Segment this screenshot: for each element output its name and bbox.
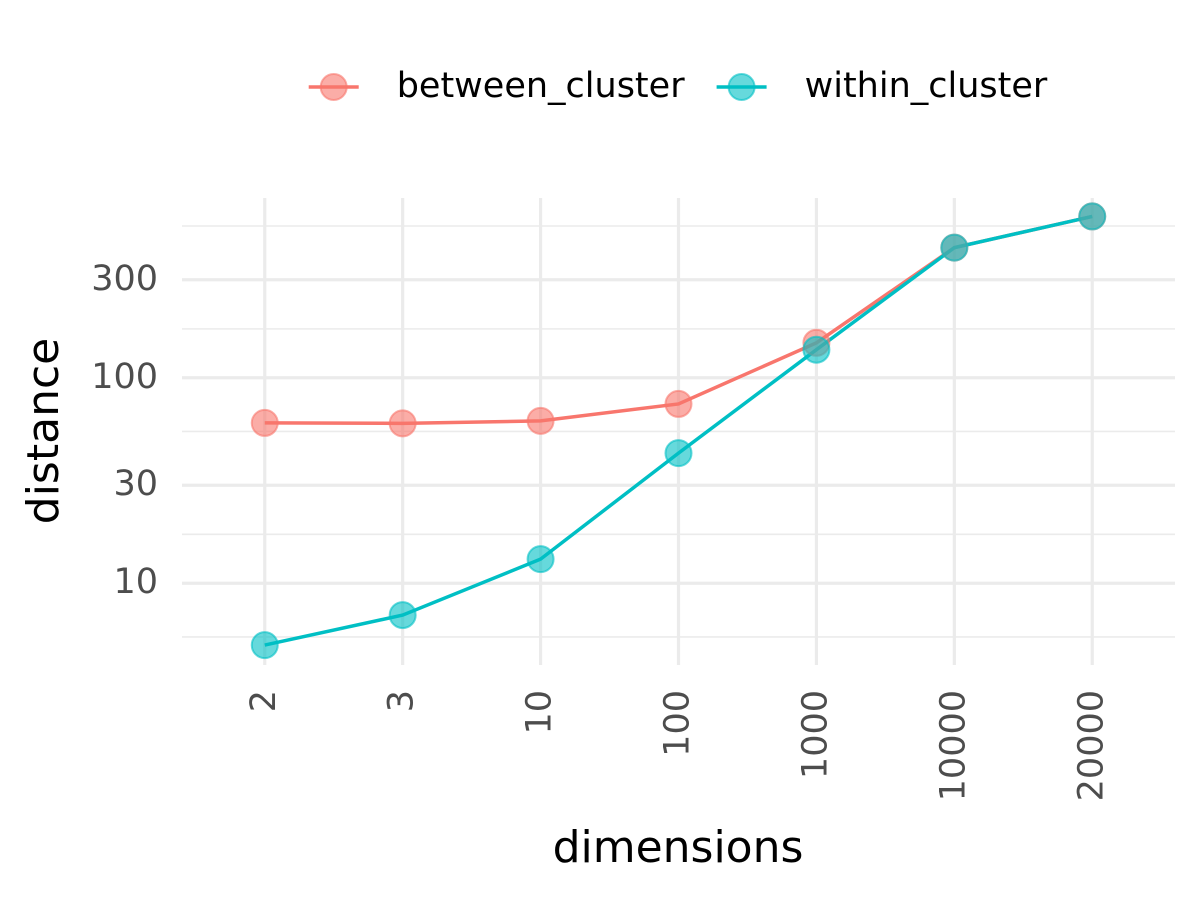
x-tick-label: 2 bbox=[244, 690, 284, 712]
point bbox=[802, 335, 831, 364]
point bbox=[664, 389, 693, 418]
point bbox=[250, 631, 279, 660]
x-axis-title: dimensions bbox=[553, 822, 804, 873]
legend-label: between_cluster bbox=[397, 66, 685, 106]
x-tick-label: 10000 bbox=[933, 690, 973, 801]
legend-label: within_cluster bbox=[805, 66, 1048, 106]
point bbox=[526, 406, 555, 435]
y-tick-label: 300 bbox=[91, 259, 158, 299]
point bbox=[664, 439, 693, 468]
y-tick-label: 30 bbox=[113, 464, 158, 504]
legend: between_cluster within_cluster bbox=[308, 66, 1048, 106]
point bbox=[526, 545, 555, 574]
point bbox=[940, 233, 969, 262]
x-tick-label: 1000 bbox=[795, 690, 835, 779]
legend-key-point bbox=[727, 73, 756, 101]
point bbox=[388, 601, 417, 630]
grid bbox=[182, 198, 1175, 665]
point bbox=[388, 409, 417, 438]
x-tick-label: 20000 bbox=[1071, 690, 1111, 801]
point bbox=[250, 408, 279, 437]
x-tick-label: 100 bbox=[658, 690, 698, 757]
y-axis-title: distance bbox=[18, 338, 69, 524]
point bbox=[1078, 202, 1107, 231]
x-tick-label: 3 bbox=[382, 690, 422, 712]
x-tick-label: 10 bbox=[520, 690, 560, 735]
legend-key-point bbox=[319, 73, 348, 101]
y-tick-label: 100 bbox=[91, 357, 158, 397]
y-tick-label: 10 bbox=[113, 562, 158, 602]
